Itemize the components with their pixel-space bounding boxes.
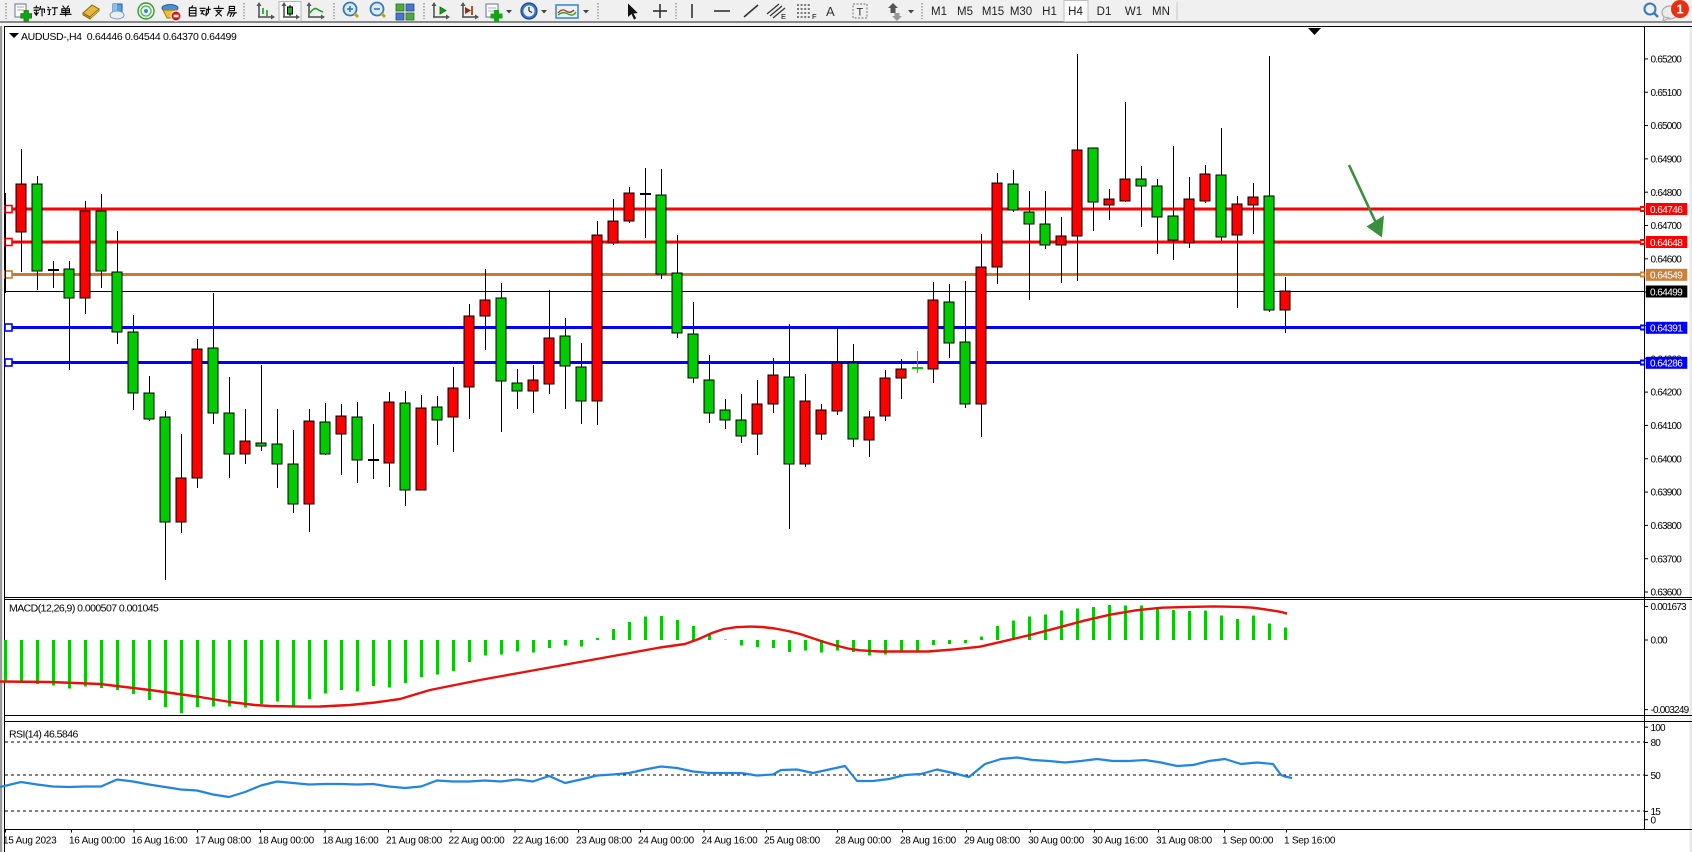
svg-text:H1: H1 bbox=[1042, 6, 1057, 18]
svg-text:RSI(14) 46.5846: RSI(14) 46.5846 bbox=[9, 729, 79, 741]
svg-text:0.00: 0.00 bbox=[1651, 636, 1669, 647]
svg-text:18 Aug 16:00: 18 Aug 16:00 bbox=[323, 836, 380, 847]
svg-text:0.64391: 0.64391 bbox=[1650, 324, 1683, 335]
svg-text:MACD(12,26,9) 0.000507 0.00104: MACD(12,26,9) 0.000507 0.001045 bbox=[9, 603, 159, 615]
svg-text:18 Aug 00:00: 18 Aug 00:00 bbox=[258, 836, 315, 847]
svg-text:AUDUSD-,H4 0.64446 0.64544 0.: AUDUSD-,H4 0.64446 0.64544 0.64370 0.644… bbox=[21, 31, 237, 43]
svg-text:M15: M15 bbox=[982, 6, 1004, 18]
svg-text:50: 50 bbox=[1651, 771, 1662, 782]
svg-text:23 Aug 08:00: 23 Aug 08:00 bbox=[576, 836, 633, 847]
svg-text:100: 100 bbox=[1651, 723, 1667, 734]
svg-text:28 Aug 16:00: 28 Aug 16:00 bbox=[900, 836, 957, 847]
svg-text:24 Aug 16:00: 24 Aug 16:00 bbox=[702, 836, 759, 847]
svg-text:H4: H4 bbox=[1068, 6, 1083, 18]
svg-text:31 Aug 08:00: 31 Aug 08:00 bbox=[1156, 836, 1213, 847]
svg-text:0.64499: 0.64499 bbox=[1650, 287, 1683, 298]
svg-text:0.64286: 0.64286 bbox=[1650, 359, 1683, 370]
svg-text:0.64549: 0.64549 bbox=[1650, 271, 1683, 282]
svg-text:30 Aug 16:00: 30 Aug 16:00 bbox=[1092, 836, 1149, 847]
svg-text:21 Aug 08:00: 21 Aug 08:00 bbox=[386, 836, 443, 847]
svg-text:80: 80 bbox=[1651, 738, 1662, 749]
svg-text:24 Aug 00:00: 24 Aug 00:00 bbox=[638, 836, 695, 847]
svg-text:28 Aug 00:00: 28 Aug 00:00 bbox=[835, 836, 892, 847]
svg-text:16 Aug 16:00: 16 Aug 16:00 bbox=[132, 836, 189, 847]
svg-text:0.64800: 0.64800 bbox=[1651, 188, 1683, 199]
svg-text:1 Sep 16:00: 1 Sep 16:00 bbox=[1284, 836, 1336, 847]
svg-text:0.64648: 0.64648 bbox=[1650, 238, 1683, 249]
svg-text:A: A bbox=[826, 4, 835, 19]
svg-text:25 Aug 08:00: 25 Aug 08:00 bbox=[764, 836, 821, 847]
svg-text:0.64700: 0.64700 bbox=[1651, 221, 1683, 232]
svg-text:0.65200: 0.65200 bbox=[1651, 55, 1683, 66]
svg-text:W1: W1 bbox=[1125, 6, 1142, 18]
svg-text:0.64900: 0.64900 bbox=[1651, 154, 1683, 165]
svg-text:0.63800: 0.63800 bbox=[1651, 521, 1683, 532]
svg-text:17 Aug 08:00: 17 Aug 08:00 bbox=[195, 836, 252, 847]
svg-text:0.64100: 0.64100 bbox=[1651, 421, 1683, 432]
svg-text:0.64600: 0.64600 bbox=[1651, 254, 1683, 265]
svg-text:0.001673: 0.001673 bbox=[1651, 602, 1688, 613]
svg-text:16 Aug 00:00: 16 Aug 00:00 bbox=[69, 836, 126, 847]
svg-text:15: 15 bbox=[1651, 807, 1662, 818]
svg-text:0.63600: 0.63600 bbox=[1651, 588, 1683, 599]
svg-text:0.65100: 0.65100 bbox=[1651, 88, 1683, 99]
svg-text:29 Aug 08:00: 29 Aug 08:00 bbox=[964, 836, 1021, 847]
svg-text:0.64746: 0.64746 bbox=[1650, 205, 1683, 216]
svg-text:15 Aug 2023: 15 Aug 2023 bbox=[3, 836, 57, 847]
svg-text:0.63900: 0.63900 bbox=[1651, 488, 1683, 499]
svg-text:MN: MN bbox=[1152, 6, 1170, 18]
svg-text:22 Aug 00:00: 22 Aug 00:00 bbox=[449, 836, 506, 847]
svg-text:M5: M5 bbox=[957, 6, 973, 18]
svg-text:M30: M30 bbox=[1010, 6, 1032, 18]
svg-text:0.65000: 0.65000 bbox=[1651, 121, 1683, 132]
svg-text:F: F bbox=[812, 12, 817, 21]
svg-text:1: 1 bbox=[1676, 2, 1683, 17]
svg-text:D1: D1 bbox=[1097, 6, 1112, 18]
svg-text:0.64200: 0.64200 bbox=[1651, 388, 1683, 399]
svg-text:T: T bbox=[857, 7, 864, 19]
svg-text:0.63700: 0.63700 bbox=[1651, 554, 1683, 565]
svg-text:E: E bbox=[781, 12, 786, 21]
svg-text:M1: M1 bbox=[931, 6, 947, 18]
svg-text:0.64000: 0.64000 bbox=[1651, 454, 1683, 465]
svg-text:-0.003249: -0.003249 bbox=[1651, 705, 1690, 716]
svg-text:30 Aug 00:00: 30 Aug 00:00 bbox=[1028, 836, 1085, 847]
svg-text:1 Sep 00:00: 1 Sep 00:00 bbox=[1222, 836, 1274, 847]
svg-text:0: 0 bbox=[1651, 815, 1657, 826]
svg-text:22 Aug 16:00: 22 Aug 16:00 bbox=[513, 836, 570, 847]
